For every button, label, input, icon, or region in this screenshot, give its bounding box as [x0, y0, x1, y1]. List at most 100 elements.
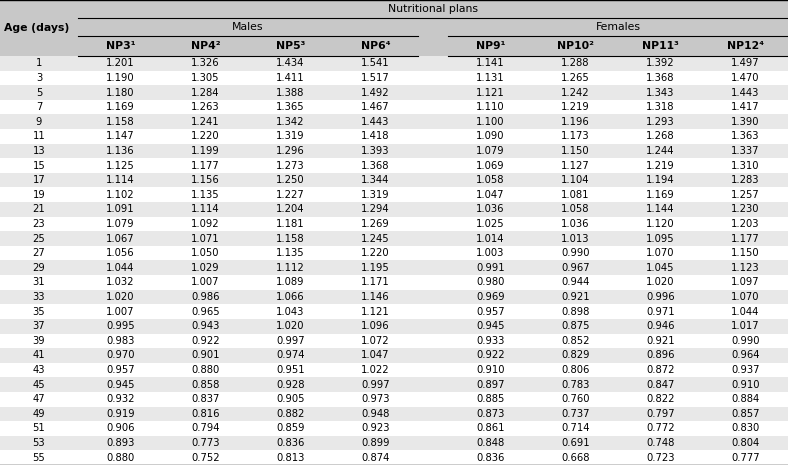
Text: 0.773: 0.773	[191, 438, 220, 448]
Text: 1.067: 1.067	[106, 233, 135, 244]
Text: 0.945: 0.945	[476, 321, 505, 331]
Text: 1.123: 1.123	[731, 263, 760, 273]
Text: 1.014: 1.014	[476, 233, 505, 244]
Text: 1.203: 1.203	[731, 219, 760, 229]
Text: 1.434: 1.434	[277, 58, 305, 68]
Text: 1.177: 1.177	[731, 233, 760, 244]
Text: 0.945: 0.945	[106, 379, 135, 390]
Text: Nutritional plans: Nutritional plans	[388, 4, 478, 14]
Text: 1.390: 1.390	[731, 117, 760, 127]
Text: 1.079: 1.079	[476, 146, 505, 156]
Text: 1.029: 1.029	[191, 263, 220, 273]
Text: 0.813: 0.813	[277, 453, 305, 463]
Text: 1.003: 1.003	[476, 248, 504, 258]
Text: 0.859: 0.859	[277, 424, 305, 433]
Text: 0.760: 0.760	[561, 394, 589, 404]
Text: 55: 55	[32, 453, 46, 463]
Text: 0.973: 0.973	[361, 394, 390, 404]
Bar	[0, 202, 788, 217]
Text: 1.013: 1.013	[561, 233, 589, 244]
Text: 1.114: 1.114	[106, 175, 135, 185]
Text: 5: 5	[35, 87, 43, 98]
Bar	[0, 187, 788, 202]
Text: 1.288: 1.288	[561, 58, 589, 68]
Text: 0.964: 0.964	[731, 351, 760, 360]
Text: 49: 49	[32, 409, 46, 419]
Text: 0.848: 0.848	[477, 438, 504, 448]
Text: 0.995: 0.995	[106, 321, 135, 331]
Text: 0.948: 0.948	[362, 409, 390, 419]
Text: 0.723: 0.723	[646, 453, 675, 463]
Text: 1.135: 1.135	[276, 248, 305, 258]
Text: 0.857: 0.857	[731, 409, 760, 419]
Text: 1.190: 1.190	[106, 73, 135, 83]
Text: 1.541: 1.541	[361, 58, 390, 68]
Bar	[0, 378, 788, 392]
Text: 1.081: 1.081	[561, 190, 589, 200]
Text: 1.363: 1.363	[731, 131, 760, 141]
Text: 21: 21	[32, 205, 46, 214]
Text: 0.783: 0.783	[561, 379, 589, 390]
Bar	[0, 114, 788, 129]
Text: 0.922: 0.922	[476, 351, 505, 360]
Text: Males: Males	[232, 22, 264, 32]
Text: 1.392: 1.392	[646, 58, 675, 68]
Text: 0.806: 0.806	[561, 365, 589, 375]
Text: 1.158: 1.158	[106, 117, 135, 127]
Text: 0.910: 0.910	[731, 379, 760, 390]
Bar	[0, 231, 788, 246]
Text: 1.263: 1.263	[191, 102, 220, 112]
Text: 31: 31	[32, 278, 46, 287]
Text: 0.990: 0.990	[561, 248, 589, 258]
Text: 1.257: 1.257	[731, 190, 760, 200]
Bar	[0, 290, 788, 304]
Text: NP6⁴: NP6⁴	[361, 41, 390, 51]
Bar	[0, 129, 788, 144]
Text: 1.199: 1.199	[191, 146, 220, 156]
Bar	[0, 144, 788, 158]
Text: 1.195: 1.195	[361, 263, 390, 273]
Bar	[0, 319, 788, 333]
Bar	[0, 348, 788, 363]
Text: 1.043: 1.043	[277, 306, 305, 317]
Bar	[0, 451, 788, 465]
Text: 1.120: 1.120	[646, 219, 675, 229]
Text: 0.991: 0.991	[476, 263, 505, 273]
Text: 0.691: 0.691	[561, 438, 589, 448]
Text: 1.095: 1.095	[646, 233, 675, 244]
Text: 1.121: 1.121	[361, 306, 390, 317]
Text: 0.737: 0.737	[561, 409, 589, 419]
Text: 0.971: 0.971	[646, 306, 675, 317]
Text: 0.905: 0.905	[277, 394, 305, 404]
Text: 1.020: 1.020	[277, 321, 305, 331]
Text: 0.874: 0.874	[362, 453, 390, 463]
Text: 0.882: 0.882	[277, 409, 305, 419]
Text: 7: 7	[35, 102, 43, 112]
Bar	[0, 217, 788, 231]
Text: 1.070: 1.070	[646, 248, 675, 258]
Text: 1.144: 1.144	[646, 205, 675, 214]
Text: NP10²: NP10²	[557, 41, 594, 51]
Text: Females: Females	[596, 22, 641, 32]
Text: Age (days): Age (days)	[4, 23, 69, 33]
Text: 17: 17	[32, 175, 46, 185]
Text: 1.492: 1.492	[361, 87, 390, 98]
Text: NP9¹: NP9¹	[476, 41, 505, 51]
Text: 1.319: 1.319	[361, 190, 390, 200]
Text: 51: 51	[32, 424, 46, 433]
Text: 1.220: 1.220	[191, 131, 220, 141]
Text: 0.804: 0.804	[731, 438, 760, 448]
Text: 1.135: 1.135	[191, 190, 220, 200]
Text: 1.158: 1.158	[276, 233, 305, 244]
Text: 1.032: 1.032	[106, 278, 135, 287]
Text: 0.923: 0.923	[361, 424, 390, 433]
Text: 0.777: 0.777	[731, 453, 760, 463]
Text: 1.089: 1.089	[277, 278, 305, 287]
Bar	[0, 56, 788, 71]
Text: 0.933: 0.933	[476, 336, 504, 346]
Text: 41: 41	[32, 351, 46, 360]
Text: 1.156: 1.156	[191, 175, 220, 185]
Text: 0.957: 0.957	[476, 306, 505, 317]
Bar	[0, 275, 788, 290]
Text: 1.056: 1.056	[106, 248, 135, 258]
